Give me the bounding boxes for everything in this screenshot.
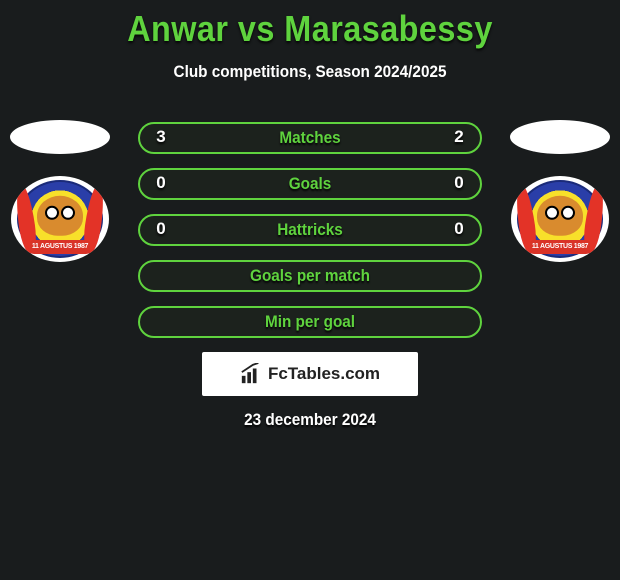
snapshot-date: 23 december 2024 — [31, 410, 589, 430]
stats-table: 3 Matches 2 0 Goals 0 0 Hattricks 0 Goal… — [138, 122, 482, 352]
club-badge-left: 11 AGUSTUS 1987 — [11, 176, 109, 262]
page-title: Anwar vs Marasabessy — [31, 8, 589, 50]
stat-right-value: 2 — [438, 127, 480, 147]
stat-row: 0 Goals 0 — [138, 168, 482, 200]
stat-label: Matches — [195, 128, 425, 148]
player-right: 11 AGUSTUS 1987 — [510, 120, 610, 262]
stat-label: Goals per match — [195, 266, 425, 286]
stat-left-value: 3 — [140, 127, 182, 147]
subtitle: Club competitions, Season 2024/2025 — [31, 62, 589, 82]
stat-left-value: 0 — [140, 173, 182, 193]
stat-row: Goals per match — [138, 260, 482, 292]
avatar-placeholder — [510, 120, 610, 154]
source-logo-text: FcTables.com — [268, 364, 380, 384]
comparison-card: Anwar vs Marasabessy Club competitions, … — [0, 0, 620, 580]
club-badge-right: 11 AGUSTUS 1987 — [511, 176, 609, 262]
stat-right-value: 0 — [438, 173, 480, 193]
badge-ribbon-text: 11 AGUSTUS 1987 — [530, 240, 590, 254]
bar-chart-icon — [240, 363, 262, 385]
stat-row: Min per goal — [138, 306, 482, 338]
badge-ribbon-text: 11 AGUSTUS 1987 — [30, 240, 90, 254]
stat-label: Hattricks — [195, 220, 425, 240]
stat-right-value: 0 — [438, 219, 480, 239]
player-left: 11 AGUSTUS 1987 — [10, 120, 110, 262]
avatar-placeholder — [10, 120, 110, 154]
stat-row: 3 Matches 2 — [138, 122, 482, 154]
stat-label: Min per goal — [195, 312, 425, 332]
stat-row: 0 Hattricks 0 — [138, 214, 482, 246]
stat-label: Goals — [195, 174, 425, 194]
stat-left-value: 0 — [140, 219, 182, 239]
source-logo: FcTables.com — [202, 352, 418, 396]
